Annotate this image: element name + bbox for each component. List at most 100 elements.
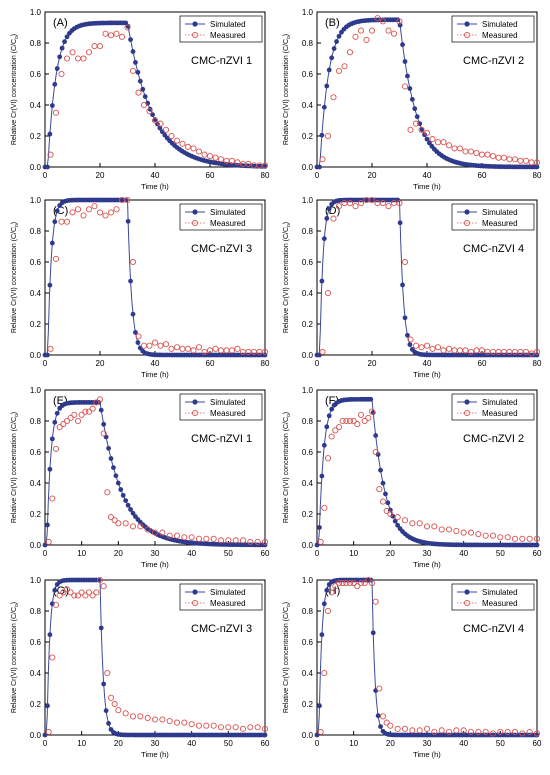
simulated-point	[317, 703, 322, 709]
chart-panel-5: 0.0 0.2 0.4 0.6 0.8 1.0 0 10 20 30 40 50 60 Time (h) R…	[11, 386, 270, 569]
measured-point	[140, 101, 148, 109]
measured-point	[96, 576, 104, 584]
measured-point	[225, 537, 232, 544]
legend-measured-marker	[463, 31, 471, 39]
legend-measured-label: Measured	[210, 219, 246, 228]
x-tick-label: 20	[96, 171, 105, 180]
y-axis-label: Relative Cr(VI) concentration (C/Co)	[283, 602, 292, 713]
y-tick-label: 0.0	[302, 163, 314, 172]
x-tick-label: 0	[43, 739, 48, 748]
legend-simulated-marker	[192, 589, 198, 595]
measured-point	[445, 345, 453, 352]
measured-point	[407, 336, 414, 343]
measured-point	[460, 727, 467, 734]
simulated-point	[262, 352, 268, 358]
measured-point	[445, 728, 453, 735]
measured-point	[383, 719, 390, 726]
measured-point	[357, 580, 365, 587]
measured-point	[122, 710, 129, 717]
measured-point	[522, 348, 530, 355]
legend-simulated-label: Simulated	[210, 20, 246, 29]
measured-point	[111, 700, 118, 708]
measured-point	[462, 148, 469, 155]
measured-point	[438, 526, 445, 533]
measured-point	[416, 520, 423, 527]
measured-point	[245, 160, 252, 167]
simulated-point	[130, 510, 136, 516]
simulated-point	[111, 465, 116, 470]
measured-point	[82, 592, 89, 599]
measured-point	[212, 154, 219, 161]
measured-point	[354, 583, 361, 590]
x-tick-label: 20	[96, 359, 105, 368]
measured-point	[74, 206, 82, 213]
simulated-line	[45, 22, 266, 168]
measured-point	[137, 523, 144, 530]
measured-point	[429, 136, 436, 143]
measured-point	[118, 33, 126, 40]
measured-point	[80, 212, 87, 219]
legend-measured-marker	[191, 599, 199, 607]
sample-label: CMC-nZVI 3	[191, 243, 252, 255]
y-tick-label: 1.0	[302, 8, 314, 17]
sample-label: CMC-nZVI 4	[463, 243, 524, 255]
simulated-point	[319, 278, 325, 284]
simulated-point	[42, 542, 48, 548]
measured-point	[522, 157, 530, 164]
measured-point	[69, 209, 76, 216]
y-tick-label: 0.8	[302, 607, 314, 616]
simulated-point	[427, 140, 432, 146]
simulated-point	[106, 445, 111, 451]
x-axis-label: Time (h)	[141, 182, 169, 191]
legend-simulated-marker	[192, 209, 198, 215]
measured-point	[511, 156, 519, 163]
simulated-point	[133, 330, 138, 335]
y-axis-label: Relative Cr(VI) concentration (C/Co)	[11, 222, 20, 333]
x-tick-label: 40	[423, 171, 432, 180]
measured-point	[129, 67, 137, 74]
measured-point	[254, 538, 261, 545]
simulated-point	[45, 164, 50, 170]
legend-measured-label: Measured	[482, 31, 518, 40]
measured-point	[63, 417, 71, 425]
simulated-point	[52, 419, 58, 425]
x-tick-label: 0	[43, 549, 48, 558]
x-tick-label: 0	[315, 549, 320, 558]
measured-point	[434, 139, 442, 146]
measured-point	[526, 535, 533, 542]
measured-point	[500, 154, 508, 161]
simulated-point	[385, 500, 391, 506]
measured-point	[409, 727, 416, 734]
measured-point	[203, 722, 210, 729]
measured-point	[56, 424, 63, 431]
simulated-point	[137, 78, 143, 84]
simulated-point	[402, 315, 408, 321]
measured-point	[319, 348, 326, 355]
measured-point	[451, 347, 458, 354]
legend-measured-marker	[463, 409, 471, 417]
measured-point	[332, 427, 339, 434]
measured-point	[504, 728, 511, 735]
measured-point	[423, 725, 431, 732]
measured-point	[434, 344, 442, 351]
measured-point	[135, 89, 142, 96]
simulated-point	[135, 340, 141, 345]
simulated-point	[108, 456, 114, 461]
simulated-point	[47, 131, 53, 137]
simulated-point	[370, 630, 376, 636]
measured-point	[343, 417, 350, 425]
y-tick-label: 0.6	[30, 70, 42, 79]
y-tick-label: 0.8	[302, 39, 314, 48]
simulated-point	[64, 34, 70, 40]
simulated-point	[142, 94, 148, 99]
measured-point	[63, 55, 71, 62]
measured-point	[416, 727, 423, 734]
measured-point	[390, 30, 398, 37]
simulated-point	[336, 33, 342, 39]
x-tick-label: 40	[423, 359, 432, 368]
simulated-point	[324, 216, 330, 221]
x-tick-label: 60	[533, 549, 542, 558]
measured-point	[328, 589, 335, 596]
measured-point	[179, 140, 186, 147]
measured-point	[162, 341, 170, 348]
